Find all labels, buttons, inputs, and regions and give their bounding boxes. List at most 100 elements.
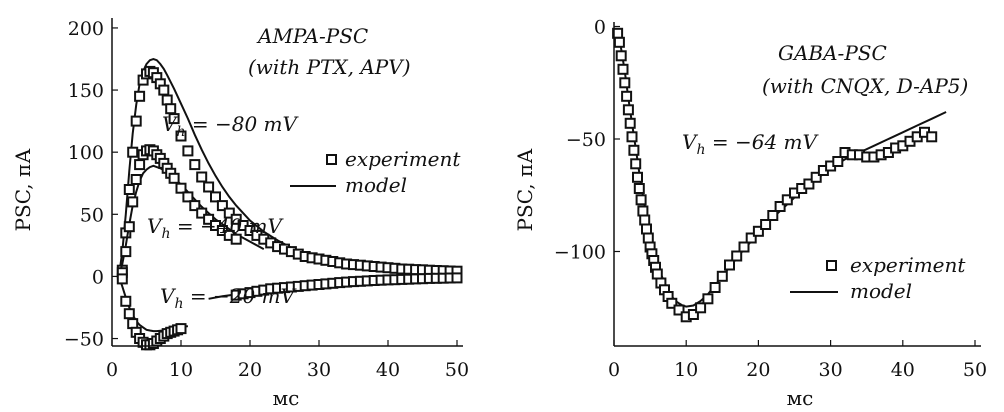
left-experiment-point	[203, 181, 215, 193]
left-experiment-point	[127, 196, 139, 208]
left-experiment-point	[210, 191, 221, 203]
left-experiment-point	[123, 184, 135, 195]
left-experiment-point	[203, 213, 215, 225]
left-label-vh80: Vh = −80 mV	[162, 112, 299, 140]
right-experiment-point	[810, 171, 822, 183]
left-data-marks	[116, 57, 463, 351]
right-title-line1: GABA-PSC	[778, 41, 887, 65]
left-experiment-point	[168, 113, 180, 125]
right-title-line2: (with CNQX, D-AP5)	[762, 74, 968, 98]
left-x-tick-label: 30	[307, 359, 331, 381]
right-x-tick-label: 20	[746, 359, 770, 381]
right-experiment-point	[731, 250, 743, 262]
right-x-tick-label: 30	[819, 359, 843, 381]
left-y-tick-label: 150	[68, 80, 104, 102]
right-experiment-point	[832, 156, 844, 167]
right-experiment-point	[702, 293, 714, 305]
right-y-tick-label: −100	[554, 242, 606, 264]
left-experiment-point	[134, 90, 146, 102]
right-x-tick-label: 10	[674, 359, 698, 381]
left-x-tick-label: 20	[238, 359, 262, 381]
right-experiment-point	[803, 178, 815, 190]
right-experiment-point	[621, 90, 633, 102]
right-experiment-point	[651, 268, 663, 280]
right-experiment-point	[642, 232, 654, 244]
left-x-tick-label: 0	[106, 359, 118, 381]
left-experiment-point	[175, 323, 187, 335]
left-y-tick-label: 100	[68, 142, 104, 164]
right-experiment-point	[613, 36, 625, 48]
right-experiment-point	[641, 223, 652, 235]
left-legend-experiment: experiment	[345, 147, 461, 171]
left-experiment-point	[451, 272, 463, 284]
right-experiment-point	[615, 50, 627, 62]
left-y-tick-label: 200	[68, 18, 104, 40]
left-experiment-point	[127, 146, 139, 158]
right-experiment-point	[617, 63, 629, 75]
right-experiment-point	[635, 194, 647, 206]
right-x-tick-label: 50	[963, 359, 987, 381]
right-experiment-point	[745, 232, 757, 244]
right-data-marks	[612, 27, 947, 323]
left-label-vh20: Vh = −20 mV	[160, 284, 297, 312]
left-experiment-point	[196, 171, 208, 183]
left-legend-model: model	[345, 173, 407, 197]
left-experiment-point	[182, 191, 194, 203]
right-experiment-point	[760, 219, 772, 230]
left-experiment-point	[127, 318, 139, 330]
right-legend-experiment-marker	[826, 260, 837, 271]
left-experiment-point	[196, 207, 208, 219]
right-experiment-point	[626, 131, 638, 143]
left-experiment-point	[134, 159, 146, 171]
left-experiment-point	[130, 174, 142, 185]
left-experiment-point	[223, 207, 235, 219]
left-y-tick-label: 0	[92, 266, 104, 288]
left-x-tick-label: 10	[169, 359, 193, 381]
right-experiment-point	[709, 282, 721, 293]
right-experiment-point	[767, 210, 779, 221]
right-experiment-point	[630, 158, 642, 170]
right-experiment-point	[695, 302, 707, 314]
right-y-tick-label: −50	[566, 129, 606, 151]
left-title-line2: (with PTX, APV)	[248, 55, 411, 79]
left-experiment-point	[120, 246, 132, 258]
left-experiment-point	[161, 94, 173, 106]
left-experiment-point	[189, 200, 201, 212]
left-experiment-point	[175, 182, 187, 194]
right-y-axis-label: PSC, пА	[513, 149, 537, 232]
left-experiment-point	[216, 200, 228, 212]
right-y-tick-label: 0	[594, 17, 606, 39]
left-legend: experiment model	[290, 147, 461, 197]
panel-gaba: 0 10 20 30 40 50 −100 −50 0 GABA-PSC (with CNQX,…	[513, 17, 987, 411]
left-label-vh40: Vh = −40 mV	[147, 214, 284, 242]
right-experiment-point	[637, 205, 649, 217]
right-legend-model: model	[850, 279, 912, 303]
right-experiment-point	[774, 201, 786, 212]
right-experiment-point	[622, 104, 634, 116]
left-x-tick-label: 50	[445, 359, 469, 381]
right-experiment-point	[628, 144, 640, 156]
right-x-axis-label: мс	[787, 386, 814, 410]
left-experiment-point	[182, 145, 194, 157]
left-y-tick-label: −50	[64, 329, 104, 351]
right-experiment-point	[632, 171, 643, 183]
left-experiment-point	[175, 130, 187, 142]
left-experiment-point	[130, 115, 142, 127]
left-experiment-point	[116, 273, 128, 285]
right-experiment-point	[624, 117, 636, 129]
left-experiment-point	[123, 308, 135, 320]
right-legend-experiment: experiment	[850, 253, 966, 277]
left-experiment-point	[158, 84, 170, 96]
left-y-axis-label: PSC, пА	[11, 149, 35, 232]
right-label-vh64: Vh = −64 mV	[682, 130, 819, 158]
left-x-tick-label: 40	[376, 359, 400, 381]
right-legend: experiment model	[790, 253, 966, 303]
left-experiment-point	[230, 233, 242, 245]
left-experiment-point	[230, 213, 242, 225]
left-experiment-point	[168, 172, 180, 184]
right-experiment-point	[666, 297, 678, 309]
right-experiment-point	[619, 77, 631, 89]
right-experiment-point	[716, 270, 728, 282]
